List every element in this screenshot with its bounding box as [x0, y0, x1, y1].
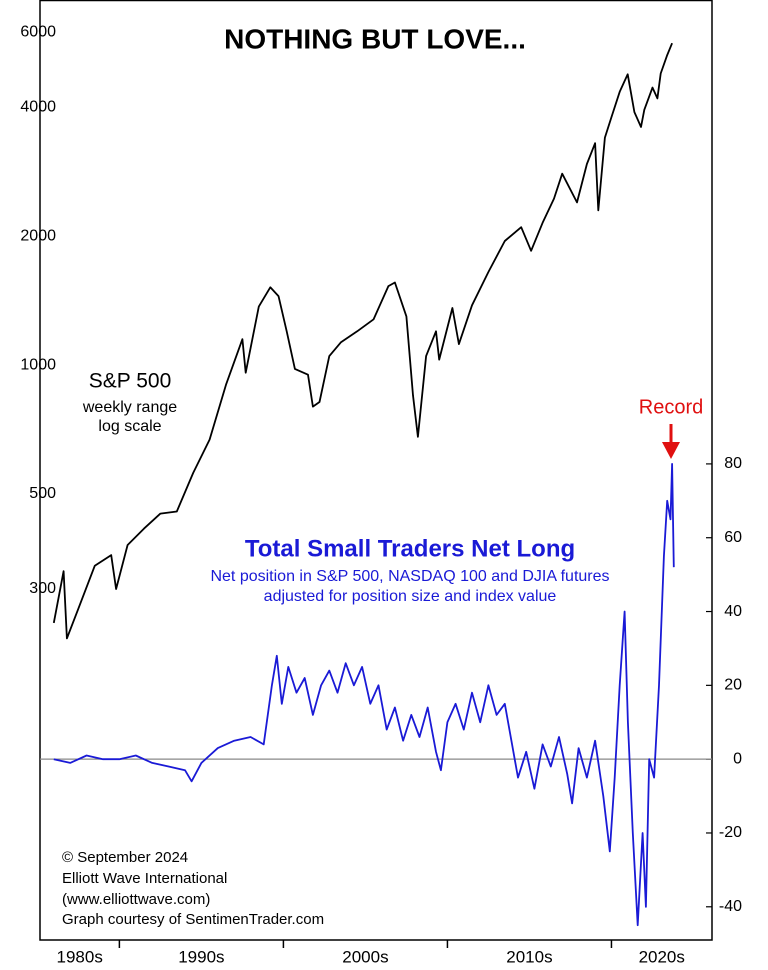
credit: Elliott Wave International — [62, 870, 227, 887]
y-tick-label: 300 — [29, 580, 56, 597]
y2-tick-label: 0 — [733, 750, 742, 767]
y2-tick-label: 60 — [724, 529, 742, 546]
credit: © September 2024 — [62, 849, 188, 866]
traders-note: Net position in S&P 500, NASDAQ 100 and … — [210, 568, 609, 585]
y-tick-label: 6000 — [20, 23, 56, 40]
y2-tick-label: 40 — [724, 603, 742, 620]
credit: (www.elliottwave.com) — [62, 891, 210, 908]
traders-note: adjusted for position size and index val… — [264, 588, 557, 605]
sp-note: log scale — [98, 418, 161, 435]
series-line — [53, 463, 675, 927]
traders-title: Total Small Traders Net Long — [245, 535, 575, 562]
y2-tick-label: -20 — [719, 824, 742, 841]
plot-frame — [39, 0, 713, 941]
arrow-head — [662, 442, 680, 459]
y2-tick-label: 20 — [724, 677, 742, 694]
record-label: Record — [639, 396, 703, 418]
credit: Graph courtesy of SentimenTrader.com — [62, 911, 324, 928]
series-line — [52, 42, 673, 640]
x-tick-label: 2010s — [506, 947, 552, 966]
y-tick-label: 2000 — [20, 228, 56, 245]
sp-note: weekly range — [82, 399, 177, 416]
x-tick-label: 1990s — [178, 947, 224, 966]
y2-tick-label: -40 — [719, 898, 742, 915]
y-tick-label: 4000 — [20, 99, 56, 116]
y2-tick-label: 80 — [724, 455, 742, 472]
x-tick-label: 1980s — [57, 947, 103, 966]
y-tick-label: 1000 — [20, 356, 56, 373]
chart-title: NOTHING BUT LOVE... — [224, 23, 526, 54]
y-tick-label: 500 — [29, 485, 56, 502]
record-arrow — [662, 424, 680, 459]
sp-label: S&P 500 — [89, 370, 172, 393]
x-tick-label: 2020s — [639, 947, 685, 966]
x-tick-label: 2000s — [342, 947, 388, 966]
